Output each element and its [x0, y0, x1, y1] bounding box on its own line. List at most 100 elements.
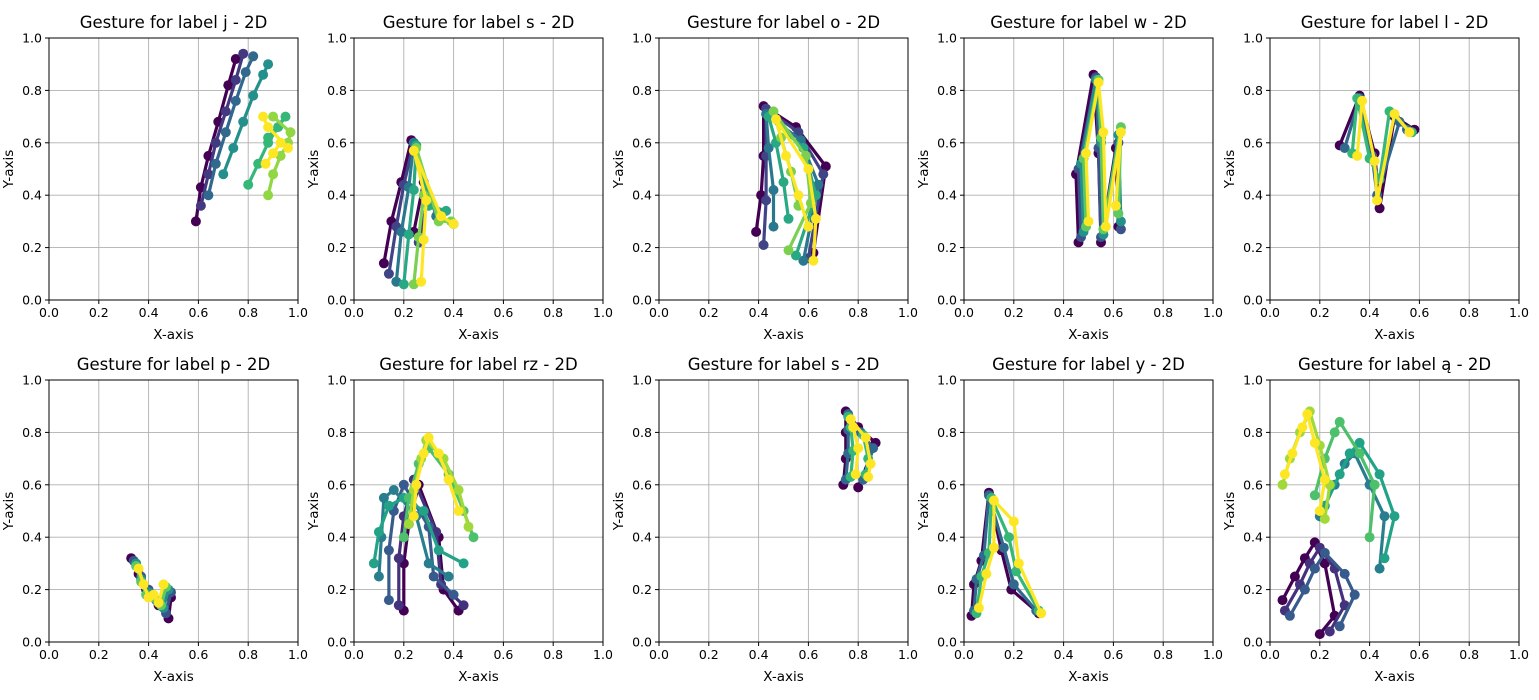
y-axis-label: Y-axis: [306, 492, 322, 532]
x-tick-label: 0.4: [139, 647, 159, 662]
gesture-point: [448, 589, 459, 600]
plot-area: [751, 101, 831, 266]
gesture-point: [1309, 490, 1320, 501]
x-tick-label: 0.0: [1260, 305, 1280, 320]
x-tick-label: 0.4: [444, 647, 464, 662]
gesture-point: [865, 458, 876, 469]
x-axis-label: X-axis: [1068, 669, 1109, 685]
x-tick-label: 0.0: [649, 647, 669, 662]
gesture-point: [458, 558, 469, 569]
x-tick-label: 0.8: [1153, 647, 1173, 662]
y-axis-label: Y-axis: [1, 492, 17, 532]
gesture-point: [768, 106, 779, 117]
gesture-point: [768, 185, 779, 195]
gesture-point: [421, 195, 432, 206]
x-tick-label: 0.2: [394, 647, 414, 662]
gesture-point: [1374, 469, 1385, 480]
gesture-point: [383, 545, 394, 556]
x-tick-label: 0.6: [1103, 305, 1123, 320]
gesture-point: [758, 240, 769, 250]
x-axis-label: X-axis: [458, 327, 499, 343]
gesture-point: [258, 111, 269, 122]
gesture-point: [1115, 216, 1126, 227]
x-tick-label: 0.0: [649, 305, 669, 320]
plot-area: [378, 135, 459, 290]
gesture-point: [1309, 437, 1320, 448]
x-tick-label: 0.2: [1310, 305, 1330, 320]
gesture-point: [803, 221, 814, 232]
gesture-point: [383, 268, 394, 279]
gesture-point: [190, 216, 201, 227]
gesture-point: [1279, 469, 1290, 480]
y-tick-label: 0.0: [937, 635, 957, 650]
x-tick-label: 0.6: [798, 305, 818, 320]
gesture-point: [238, 48, 249, 59]
chart-title: Gesture for label s - 2D: [688, 355, 880, 374]
gesture-point: [393, 600, 404, 611]
gesture-point: [798, 255, 809, 266]
gesture-point: [280, 111, 291, 122]
chart-title: Gesture for label ą - 2D: [1298, 355, 1491, 374]
gesture-point: [1374, 563, 1385, 574]
y-tick-label: 0.8: [327, 83, 347, 98]
gesture-point: [458, 600, 469, 611]
x-tick-label: 0.4: [444, 305, 464, 320]
y-tick-label: 0.4: [327, 530, 347, 545]
gesture-point: [411, 479, 422, 490]
gesture-point: [803, 164, 814, 174]
y-tick-label: 0.8: [632, 425, 652, 440]
gesture-point: [998, 542, 1009, 553]
y-tick-label: 0.6: [632, 135, 652, 150]
axes-frame: [963, 37, 1214, 301]
x-tick-label: 1.0: [593, 647, 613, 662]
y-tick-label: 0.6: [1243, 477, 1263, 492]
x-tick-label: 1.0: [1509, 647, 1529, 662]
axes-frame: [353, 379, 604, 643]
gesture-point: [1334, 469, 1345, 480]
gesture-point: [1299, 584, 1310, 595]
gesture-point: [268, 148, 279, 159]
x-tick-label: 0.4: [1054, 305, 1074, 320]
gesture-point: [1036, 608, 1047, 619]
y-tick-label: 0.4: [22, 530, 42, 545]
gesture-point: [1081, 148, 1091, 159]
gesture-point: [1389, 511, 1400, 522]
gesture-point: [1319, 474, 1330, 485]
gesture-point: [860, 432, 871, 443]
y-tick-label: 0.2: [632, 240, 652, 255]
y-tick-label: 0.4: [937, 188, 957, 203]
gesture-point: [1369, 479, 1380, 490]
y-tick-label: 0.2: [22, 240, 42, 255]
x-tick-label: 0.8: [543, 647, 563, 662]
y-tick-label: 1.0: [327, 373, 347, 388]
x-tick-label: 0.2: [394, 305, 414, 320]
gesture-point: [258, 69, 269, 80]
gesture-point: [1008, 579, 1019, 590]
y-tick-label: 0.0: [327, 635, 347, 650]
x-tick-label: 0.6: [1103, 647, 1123, 662]
gesture-point: [1277, 595, 1288, 606]
gesture-point: [468, 532, 479, 543]
gesture-point: [761, 195, 772, 206]
gesture-point: [443, 474, 454, 485]
y-tick-label: 1.0: [1243, 31, 1263, 46]
x-tick-label: 0.6: [1409, 305, 1429, 320]
y-tick-label: 0.4: [632, 530, 652, 545]
y-tick-label: 0.8: [1243, 83, 1263, 98]
y-axis-label: Y-axis: [1, 150, 17, 190]
gesture-point: [1339, 568, 1350, 579]
y-tick-label: 0.2: [327, 582, 347, 597]
chart-panel: 0.0 0.2 0.4 0.6 0.8 1.0 0.0 0.2 0.4 0.6 0.8 1.0 Gest…: [306, 355, 613, 685]
gesture-point: [1013, 558, 1024, 569]
gesture-point: [783, 245, 794, 256]
y-tick-label: 0.2: [1243, 582, 1263, 597]
x-tick-label: 0.6: [188, 647, 208, 662]
gesture-point: [403, 519, 414, 530]
gesture-point: [203, 169, 214, 180]
chart-panel: 0.0 0.2 0.4 0.6 0.8 1.0 0.0 0.2 0.4 0.6 0.8 1.0 Gest…: [1222, 13, 1529, 343]
gesture-point: [388, 485, 399, 495]
y-tick-label: 0.6: [22, 477, 42, 492]
gesture-point: [423, 432, 434, 443]
y-tick-label: 1.0: [937, 31, 957, 46]
